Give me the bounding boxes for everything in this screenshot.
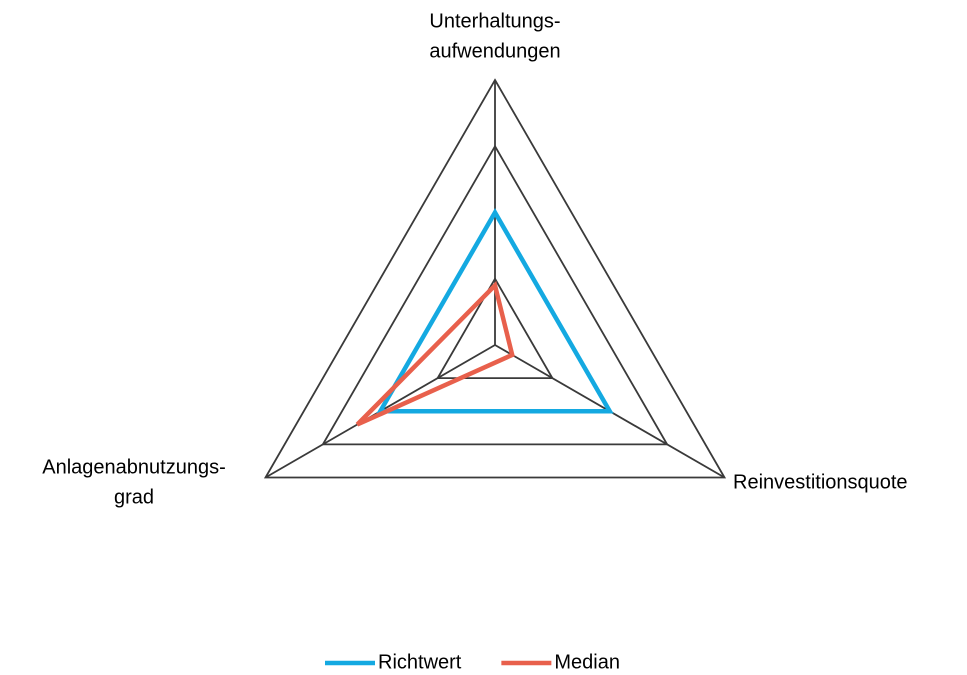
axis-label: Unterhaltungs-: [429, 10, 560, 32]
grid-ring: [436, 276, 554, 380]
axis-label: Reinvestitionsquote: [733, 471, 908, 493]
axis-label: grad: [114, 486, 154, 508]
series-line: [376, 207, 614, 414]
series-line: [355, 280, 515, 427]
legend-label: Median: [554, 651, 620, 673]
axis-label: aufwendungen: [429, 40, 560, 62]
axis-label: Anlagenabnutzungs-: [42, 456, 225, 478]
legend-label: Richtwert: [378, 651, 462, 673]
grid-ring: [263, 78, 727, 479]
grid-ring: [321, 144, 669, 446]
